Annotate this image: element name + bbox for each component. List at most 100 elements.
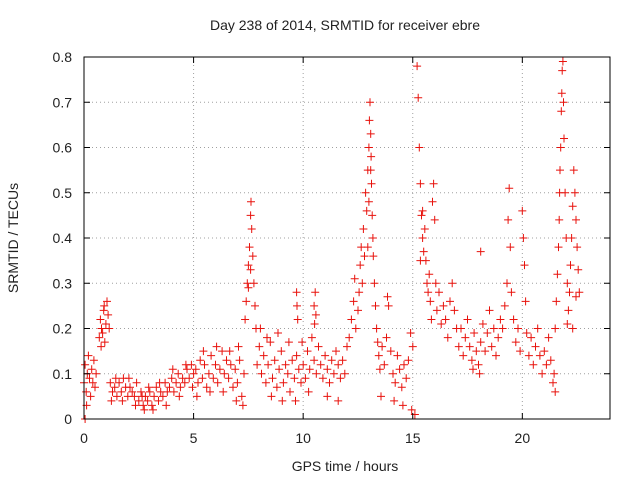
data-point <box>232 396 241 405</box>
data-point <box>544 333 553 342</box>
data-point <box>481 347 490 356</box>
data-point <box>564 306 573 315</box>
data-point <box>565 288 574 297</box>
data-point <box>467 356 476 365</box>
data-point <box>100 338 109 347</box>
data-point <box>380 360 389 369</box>
data-point <box>371 301 380 310</box>
data-point <box>82 387 91 396</box>
data-point <box>188 383 197 392</box>
data-point <box>423 279 431 288</box>
data-point <box>229 383 237 392</box>
data-point <box>572 215 580 224</box>
data-point <box>283 369 292 378</box>
data-point <box>92 369 101 378</box>
data-point <box>360 252 369 261</box>
data-point <box>410 410 419 419</box>
data-point <box>384 301 393 310</box>
data-point <box>196 356 205 365</box>
data-point <box>377 392 385 401</box>
data-point <box>318 374 327 383</box>
data-point <box>432 306 441 315</box>
data-point <box>270 356 279 365</box>
data-point <box>567 234 576 242</box>
data-point <box>110 383 119 392</box>
data-point <box>235 356 244 365</box>
data-point <box>351 324 360 333</box>
data-point <box>305 365 314 374</box>
data-point <box>560 134 568 143</box>
data-point <box>126 383 134 392</box>
data-point <box>310 320 319 328</box>
axis-ticks: 0 0.1 0.2 0.3 0.4 0.5 0.6 0.7 0.8 0 5 10 15 20 <box>53 49 610 446</box>
data-point <box>398 401 407 410</box>
data-point <box>558 57 567 66</box>
data-point <box>559 98 568 107</box>
data-point <box>555 215 564 224</box>
data-point <box>519 234 528 242</box>
data-point <box>266 338 275 347</box>
data-point <box>511 338 520 347</box>
data-point <box>485 306 494 315</box>
data-point <box>117 387 126 396</box>
data-point <box>115 378 124 387</box>
x-tick-label: 5 <box>190 430 198 446</box>
data-point <box>172 378 181 387</box>
data-point <box>138 392 147 401</box>
data-point <box>212 342 221 351</box>
data-point <box>97 342 106 351</box>
data-point <box>292 351 301 360</box>
data-point <box>435 288 443 297</box>
data-point <box>476 338 485 347</box>
data-point <box>231 365 240 374</box>
data-point <box>366 166 375 175</box>
data-point <box>240 369 248 378</box>
data-point <box>158 392 167 401</box>
data-point <box>100 301 109 310</box>
data-point <box>437 320 446 328</box>
data-point <box>234 342 243 351</box>
data-point <box>563 320 572 328</box>
data-point <box>263 333 271 342</box>
data-point <box>350 274 359 283</box>
data-point <box>277 347 286 356</box>
data-point <box>334 396 343 405</box>
data-point <box>568 202 577 211</box>
data-point <box>483 329 492 337</box>
data-point <box>162 401 171 410</box>
data-point <box>478 320 487 328</box>
data-point <box>247 225 256 233</box>
data-point <box>237 392 246 401</box>
data-point <box>450 306 459 315</box>
data-point <box>185 374 194 383</box>
data-point <box>293 301 301 310</box>
data-point <box>88 378 97 387</box>
data-point <box>572 292 580 301</box>
data-point <box>189 369 198 378</box>
data-point <box>242 297 251 306</box>
data-point <box>416 256 425 265</box>
data-point <box>395 365 404 374</box>
data-point <box>368 234 377 242</box>
data-point <box>416 179 425 188</box>
data-point <box>249 279 258 288</box>
data-point <box>556 143 565 152</box>
data-point <box>425 270 434 279</box>
data-point <box>147 401 156 410</box>
data-point <box>500 301 509 310</box>
data-point <box>551 387 560 396</box>
data-point <box>470 329 479 337</box>
data-point <box>504 215 513 224</box>
data-point <box>509 315 518 324</box>
data-point <box>406 329 415 337</box>
data-point <box>106 378 115 387</box>
data-point <box>145 387 154 396</box>
data-point <box>415 143 424 152</box>
x-axis-label: GPS time / hours <box>292 458 399 474</box>
data-point <box>169 387 178 396</box>
y-tick-label: 0.5 <box>53 185 73 201</box>
data-point <box>439 301 448 310</box>
data-point <box>355 288 364 297</box>
data-point <box>176 383 185 392</box>
data-point <box>143 396 152 405</box>
